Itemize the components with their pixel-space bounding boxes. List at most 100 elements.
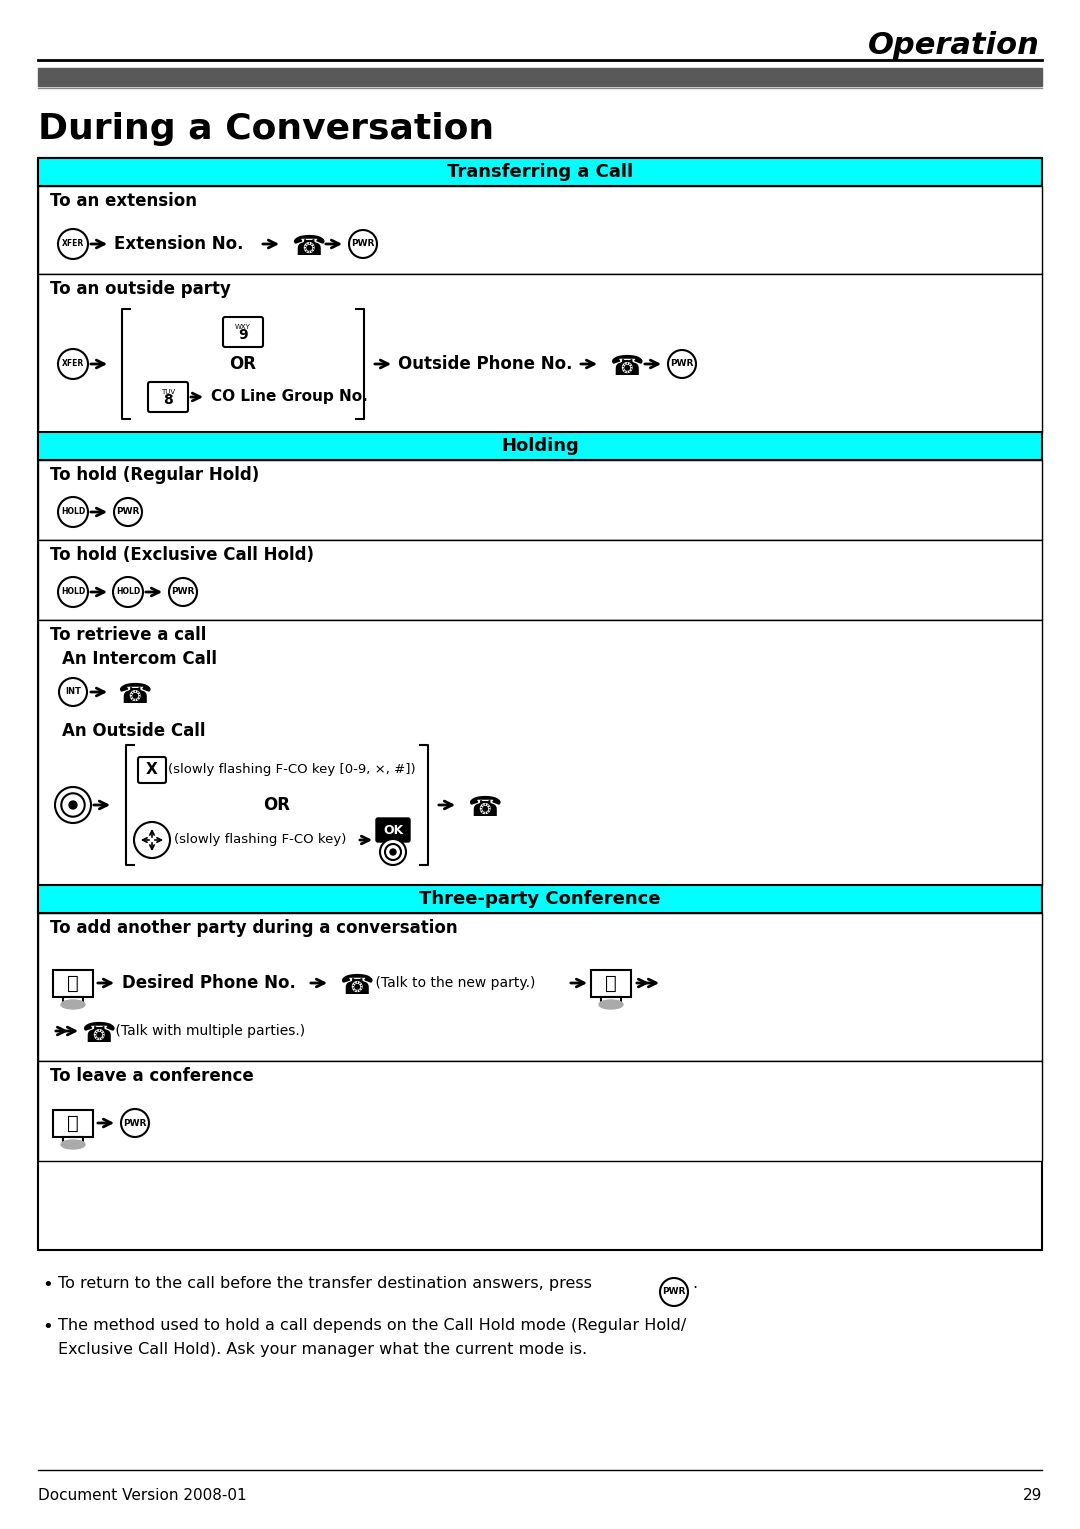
Circle shape <box>349 229 377 258</box>
Circle shape <box>58 576 87 607</box>
Text: To an extension: To an extension <box>50 193 197 209</box>
Text: ☎: ☎ <box>467 794 501 823</box>
Text: HOLD: HOLD <box>60 508 85 517</box>
Bar <box>38 67 1042 86</box>
Bar <box>38 274 1042 433</box>
Bar <box>38 157 1042 1251</box>
Circle shape <box>384 844 401 859</box>
Text: Extension No.: Extension No. <box>114 235 243 252</box>
Text: To hold (Exclusive Call Hold): To hold (Exclusive Call Hold) <box>50 546 314 564</box>
Text: PWR: PWR <box>123 1119 147 1127</box>
Text: PWR: PWR <box>117 508 139 517</box>
Circle shape <box>114 498 141 526</box>
Text: During a Conversation: During a Conversation <box>38 112 495 145</box>
Bar <box>38 540 1042 619</box>
Text: ☎: ☎ <box>117 680 151 709</box>
Text: PWR: PWR <box>351 240 375 249</box>
Bar <box>38 460 1042 540</box>
Text: Document Version 2008-01: Document Version 2008-01 <box>38 1488 246 1503</box>
Bar <box>38 157 1042 187</box>
Text: Outside Phone No.: Outside Phone No. <box>399 355 572 373</box>
Text: PWR: PWR <box>671 359 693 368</box>
Circle shape <box>113 576 143 607</box>
Text: Holding: Holding <box>501 437 579 456</box>
Text: Three-party Conference: Three-party Conference <box>419 890 661 908</box>
Text: ☎: ☎ <box>609 353 644 381</box>
Text: INT: INT <box>65 688 81 697</box>
Circle shape <box>168 578 197 605</box>
Bar <box>38 433 1042 460</box>
Text: (slowly flashing F-CO key): (slowly flashing F-CO key) <box>174 833 347 847</box>
Text: OK: OK <box>383 824 403 836</box>
Bar <box>38 1061 1042 1161</box>
Text: To leave a conference: To leave a conference <box>50 1067 254 1086</box>
Bar <box>38 619 1042 885</box>
Text: TUV: TUV <box>161 388 175 394</box>
Text: 👥: 👥 <box>605 974 617 992</box>
Ellipse shape <box>599 1000 623 1009</box>
Text: Desired Phone No.: Desired Phone No. <box>122 974 296 992</box>
Text: 👥: 👥 <box>67 974 79 992</box>
Text: Exclusive Call Hold). Ask your manager what the current mode is.: Exclusive Call Hold). Ask your manager w… <box>58 1342 588 1358</box>
Text: The method used to hold a call depends on the Call Hold mode (Regular Hold/: The method used to hold a call depends o… <box>58 1318 686 1333</box>
Circle shape <box>58 229 87 258</box>
Text: ☎: ☎ <box>81 1020 116 1047</box>
Text: To return to the call before the transfer destination answers, press: To return to the call before the transfe… <box>58 1277 592 1290</box>
Text: ☎: ☎ <box>291 232 325 261</box>
Ellipse shape <box>60 1141 85 1148</box>
FancyBboxPatch shape <box>138 757 166 783</box>
Circle shape <box>380 839 406 865</box>
Text: .: . <box>692 1277 697 1290</box>
Text: (Talk with multiple parties.): (Talk with multiple parties.) <box>111 1024 306 1038</box>
Text: X: X <box>146 763 158 778</box>
Text: (Talk to the new party.): (Talk to the new party.) <box>372 976 536 989</box>
Circle shape <box>58 497 87 528</box>
Text: 9: 9 <box>239 329 247 342</box>
Text: An Intercom Call: An Intercom Call <box>62 650 217 668</box>
Circle shape <box>121 1109 149 1138</box>
Text: An Outside Call: An Outside Call <box>62 722 205 740</box>
Text: WXY: WXY <box>235 324 251 330</box>
Text: 29: 29 <box>1023 1488 1042 1503</box>
Text: CO Line Group No.: CO Line Group No. <box>211 390 368 405</box>
Circle shape <box>134 823 170 858</box>
Text: •: • <box>42 1277 53 1294</box>
Text: Operation: Operation <box>868 31 1040 60</box>
Text: PWR: PWR <box>662 1287 686 1297</box>
Circle shape <box>58 349 87 379</box>
Circle shape <box>55 787 91 823</box>
Text: PWR: PWR <box>172 587 194 596</box>
Text: XFER: XFER <box>62 359 84 368</box>
Text: ☎: ☎ <box>339 972 374 1000</box>
Ellipse shape <box>60 1000 85 1009</box>
Bar <box>600 997 621 1003</box>
Text: HOLD: HOLD <box>116 587 140 596</box>
Bar <box>53 969 93 997</box>
Text: To hold (Regular Hold): To hold (Regular Hold) <box>50 466 259 485</box>
Bar <box>38 187 1042 274</box>
Bar <box>38 885 1042 913</box>
Circle shape <box>669 350 696 378</box>
FancyBboxPatch shape <box>376 818 410 842</box>
Bar <box>591 969 631 997</box>
Text: 8: 8 <box>163 393 173 407</box>
Circle shape <box>59 677 87 706</box>
Text: Transferring a Call: Transferring a Call <box>447 164 633 180</box>
Circle shape <box>390 849 396 855</box>
Text: OR: OR <box>264 797 291 813</box>
Bar <box>63 1136 83 1142</box>
Text: To retrieve a call: To retrieve a call <box>50 625 206 644</box>
FancyBboxPatch shape <box>222 317 264 347</box>
Text: 👥: 👥 <box>67 1113 79 1133</box>
Text: XFER: XFER <box>62 240 84 249</box>
Bar <box>63 997 83 1003</box>
Text: OR: OR <box>229 355 257 373</box>
Text: HOLD: HOLD <box>60 587 85 596</box>
Bar <box>38 913 1042 1061</box>
Text: (slowly flashing F-CO key [0-9, ×, #]): (slowly flashing F-CO key [0-9, ×, #]) <box>168 763 416 777</box>
Circle shape <box>62 794 84 816</box>
Circle shape <box>69 801 77 809</box>
Text: •: • <box>42 1318 53 1336</box>
Circle shape <box>660 1278 688 1306</box>
Bar <box>53 1110 93 1136</box>
